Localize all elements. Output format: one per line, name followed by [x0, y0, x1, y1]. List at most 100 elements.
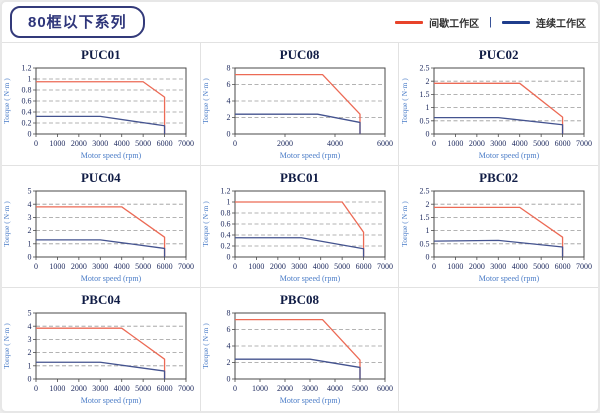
svg-text:5000: 5000 [352, 384, 368, 393]
svg-text:3000: 3000 [93, 262, 109, 271]
svg-text:1000: 1000 [50, 384, 66, 393]
svg-text:Torque ( N·m ): Torque ( N·m ) [201, 78, 210, 124]
svg-text:6000: 6000 [157, 139, 173, 148]
svg-text:1: 1 [426, 103, 430, 112]
svg-text:Torque ( N·m ): Torque ( N·m ) [2, 78, 11, 124]
svg-text:Motor speed (rpm): Motor speed (rpm) [280, 151, 341, 160]
svg-text:4000: 4000 [114, 262, 130, 271]
chart-canvas-pbc02: 0 0.5 1 1.5 2 2.5 0 1000 2000 3000 4000 5000 6000 700… [400, 186, 592, 283]
intermittent-line-swatch [395, 20, 424, 24]
svg-text:0: 0 [28, 252, 32, 261]
svg-text:0: 0 [226, 130, 230, 139]
chart-canvas-puc08: 0 2 4 6 8 0 2000 4000 6000 Motor speed (rpm) Torqu… [201, 64, 393, 160]
chart-canvas-puc04: 0 1 2 3 4 5 0 1000 2000 3000 4000 5000 6000 7000 Motor… [2, 186, 194, 283]
svg-text:0: 0 [233, 384, 237, 393]
svg-text:1000: 1000 [248, 262, 264, 271]
svg-text:0: 0 [226, 252, 230, 261]
svg-text:1: 1 [226, 197, 230, 206]
svg-text:6000: 6000 [555, 139, 571, 148]
svg-text:1: 1 [28, 362, 32, 371]
svg-text:Torque ( N·m ): Torque ( N·m ) [400, 200, 409, 246]
svg-text:Motor speed (rpm): Motor speed (rpm) [280, 274, 341, 283]
chart-cell-puc04: PUC04 0 1 2 3 4 5 0 1000 2000 3000 4000 5000 6000 700… [2, 165, 201, 289]
svg-text:1000: 1000 [448, 139, 464, 148]
svg-text:4000: 4000 [114, 139, 130, 148]
legend-item-intermittent: 间歇工作区 [395, 15, 479, 30]
svg-text:2: 2 [226, 113, 230, 122]
svg-text:8: 8 [226, 309, 230, 318]
svg-text:0.5: 0.5 [420, 239, 430, 248]
svg-text:Torque ( N·m ): Torque ( N·m ) [2, 200, 11, 246]
svg-text:6000: 6000 [555, 262, 571, 271]
svg-text:5000: 5000 [533, 139, 549, 148]
svg-text:3000: 3000 [291, 262, 307, 271]
svg-text:5: 5 [28, 186, 32, 195]
svg-text:1.5: 1.5 [420, 213, 430, 222]
svg-text:7000: 7000 [178, 139, 194, 148]
svg-text:3000: 3000 [490, 139, 506, 148]
legend-separator: | [489, 16, 492, 28]
svg-text:6000: 6000 [157, 262, 173, 271]
svg-text:4: 4 [28, 199, 32, 208]
chart-cell-puc08: PUC08 0 2 4 6 8 0 2000 4000 6000 Motor speed (rpm… [200, 43, 400, 166]
svg-text:0.8: 0.8 [220, 208, 230, 217]
svg-text:2.5: 2.5 [420, 186, 430, 195]
svg-text:2: 2 [426, 199, 430, 208]
svg-text:7000: 7000 [377, 262, 393, 271]
svg-text:2: 2 [426, 77, 430, 86]
svg-text:1: 1 [28, 75, 32, 84]
svg-text:6: 6 [226, 325, 230, 334]
svg-text:5000: 5000 [135, 139, 151, 148]
svg-text:4: 4 [226, 97, 230, 106]
svg-text:0: 0 [34, 139, 38, 148]
svg-text:7000: 7000 [576, 262, 592, 271]
svg-text:4000: 4000 [313, 262, 329, 271]
svg-text:0: 0 [233, 262, 237, 271]
svg-text:2000: 2000 [469, 139, 485, 148]
svg-text:0: 0 [233, 139, 237, 148]
svg-text:Torque ( N·m ): Torque ( N·m ) [400, 78, 409, 124]
svg-text:0.6: 0.6 [220, 219, 230, 228]
svg-text:4000: 4000 [114, 384, 130, 393]
svg-text:0: 0 [34, 262, 38, 271]
svg-text:6000: 6000 [157, 384, 173, 393]
chart-cell-pbc08: PBC08 0 2 4 6 8 0 1000 2000 3000 4000 5000 6000 Moto… [201, 288, 400, 411]
svg-text:0: 0 [432, 262, 436, 271]
chart-title: PUC04 [80, 169, 121, 185]
chart-title: PBC04 [81, 292, 121, 308]
chart-canvas-pbc01: 0 0.2 0.4 0.6 0.8 1 1.2 0 1000 2000 3000 4000 5000 60… [201, 186, 393, 283]
chart-cell-puc02: PUC02 0 0.5 1 1.5 2 2.5 0 1000 2000 3000 4000 5000 6… [399, 43, 598, 166]
svg-text:7000: 7000 [178, 384, 194, 393]
svg-text:0.4: 0.4 [22, 108, 32, 117]
svg-text:1000: 1000 [448, 262, 464, 271]
svg-text:Torque ( N·m ): Torque ( N·m ) [201, 200, 210, 246]
chart-title: PBC02 [479, 169, 519, 185]
chart-cell-pbc01: PBC01 0 0.2 0.4 0.6 0.8 1 1.2 0 1000 2000 3000 4000… [200, 165, 400, 289]
svg-text:6000: 6000 [356, 262, 372, 271]
chart-canvas-pbc08: 0 2 4 6 8 0 1000 2000 3000 4000 5000 6000 Motor spee… [201, 309, 393, 405]
svg-text:2: 2 [226, 358, 230, 367]
legend-label-intermittent: 间歇工作区 [429, 18, 480, 30]
svg-text:1000: 1000 [50, 262, 66, 271]
svg-text:3: 3 [28, 213, 32, 222]
svg-text:Torque ( N·m ): Torque ( N·m ) [2, 323, 11, 369]
svg-text:6: 6 [226, 80, 230, 89]
svg-text:Motor speed (rpm): Motor speed (rpm) [81, 274, 142, 283]
svg-text:Motor speed (rpm): Motor speed (rpm) [479, 274, 540, 283]
svg-text:1.2: 1.2 [22, 64, 32, 73]
svg-text:1: 1 [426, 226, 430, 235]
svg-text:7000: 7000 [178, 262, 194, 271]
svg-text:2000: 2000 [270, 262, 286, 271]
svg-text:2000: 2000 [71, 384, 87, 393]
svg-text:0.5: 0.5 [420, 116, 430, 125]
svg-text:0: 0 [28, 375, 32, 384]
svg-text:0.6: 0.6 [22, 97, 32, 106]
svg-text:5000: 5000 [135, 384, 151, 393]
svg-text:0: 0 [432, 139, 436, 148]
chart-canvas-puc01: 0 0.2 0.4 0.6 0.8 1 1.2 0 1000 2000 3000 4000 5000 60… [2, 64, 194, 160]
svg-text:1: 1 [28, 239, 32, 248]
svg-text:2000: 2000 [277, 139, 293, 148]
svg-text:4: 4 [28, 322, 32, 331]
svg-text:7000: 7000 [576, 139, 592, 148]
svg-text:1.5: 1.5 [420, 90, 430, 99]
